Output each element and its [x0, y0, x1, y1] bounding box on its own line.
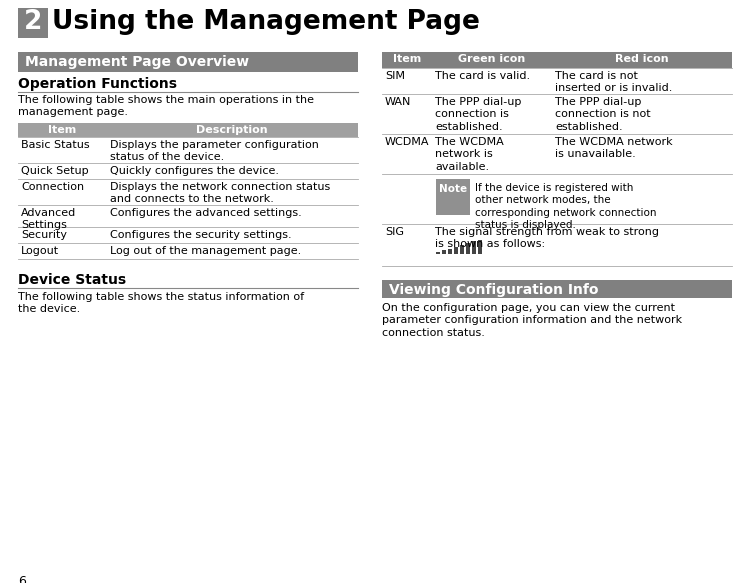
Text: Item: Item — [48, 125, 76, 135]
Text: WAN: WAN — [385, 97, 411, 107]
Text: The PPP dial-up
connection is
established.: The PPP dial-up connection is establishe… — [435, 97, 521, 132]
Bar — [460, 245, 464, 254]
Text: Quickly configures the device.: Quickly configures the device. — [110, 166, 279, 176]
Text: Viewing Configuration Info: Viewing Configuration Info — [389, 283, 598, 297]
Text: Configures the advanced settings.: Configures the advanced settings. — [110, 208, 301, 218]
Text: Advanced
Settings: Advanced Settings — [21, 208, 76, 230]
Text: Displays the network connection status
and connects to the network.: Displays the network connection status a… — [110, 182, 331, 205]
Text: The WCDMA
network is
available.: The WCDMA network is available. — [435, 137, 503, 172]
Bar — [442, 251, 446, 254]
Bar — [448, 248, 452, 254]
Text: Note: Note — [439, 184, 467, 194]
Text: Logout: Logout — [21, 246, 59, 256]
Text: Configures the security settings.: Configures the security settings. — [110, 230, 292, 240]
Bar — [436, 179, 470, 215]
Text: SIM: SIM — [385, 71, 405, 81]
Text: If the device is registered with
other network modes, the
corresponding network : If the device is registered with other n… — [475, 183, 657, 230]
Text: Log out of the management page.: Log out of the management page. — [110, 246, 301, 256]
Text: 2: 2 — [24, 9, 42, 35]
Bar — [18, 8, 48, 38]
Text: Green icon: Green icon — [459, 54, 526, 64]
Text: Description: Description — [196, 125, 268, 135]
Text: Connection: Connection — [21, 182, 84, 192]
Bar — [382, 280, 732, 298]
Bar — [454, 247, 458, 254]
Text: On the configuration page, you can view the current
parameter configuration info: On the configuration page, you can view … — [382, 303, 682, 338]
Text: The signal strength from weak to strong
is shown as follows:: The signal strength from weak to strong … — [435, 227, 659, 250]
Bar — [18, 52, 358, 72]
Bar — [472, 241, 476, 254]
Text: The card is not
inserted or is invalid.: The card is not inserted or is invalid. — [555, 71, 672, 93]
Text: Management Page Overview: Management Page Overview — [25, 55, 249, 69]
Text: The following table shows the main operations in the
management page.: The following table shows the main opera… — [18, 95, 314, 117]
Text: WCDMA: WCDMA — [385, 137, 429, 147]
Text: Security: Security — [21, 230, 67, 240]
Text: Basic Status: Basic Status — [21, 140, 90, 150]
Text: Red icon: Red icon — [615, 54, 669, 64]
Text: SIG: SIG — [385, 227, 404, 237]
Text: The PPP dial-up
connection is not
established.: The PPP dial-up connection is not establ… — [555, 97, 651, 132]
Bar — [436, 252, 440, 254]
Text: Displays the parameter configuration
status of the device.: Displays the parameter configuration sta… — [110, 140, 319, 163]
Text: The WCDMA network
is unavailable.: The WCDMA network is unavailable. — [555, 137, 672, 159]
Text: Device Status: Device Status — [18, 273, 126, 287]
Bar — [18, 123, 358, 137]
Text: Item: Item — [393, 54, 421, 64]
Bar — [466, 243, 470, 254]
Text: The following table shows the status information of
the device.: The following table shows the status inf… — [18, 292, 304, 314]
Bar — [478, 240, 482, 254]
Text: 6: 6 — [18, 575, 26, 583]
Text: Operation Functions: Operation Functions — [18, 77, 177, 91]
Bar — [382, 52, 732, 68]
Text: Using the Management Page: Using the Management Page — [52, 9, 480, 35]
Text: Quick Setup: Quick Setup — [21, 166, 88, 176]
Text: The card is valid.: The card is valid. — [435, 71, 530, 81]
